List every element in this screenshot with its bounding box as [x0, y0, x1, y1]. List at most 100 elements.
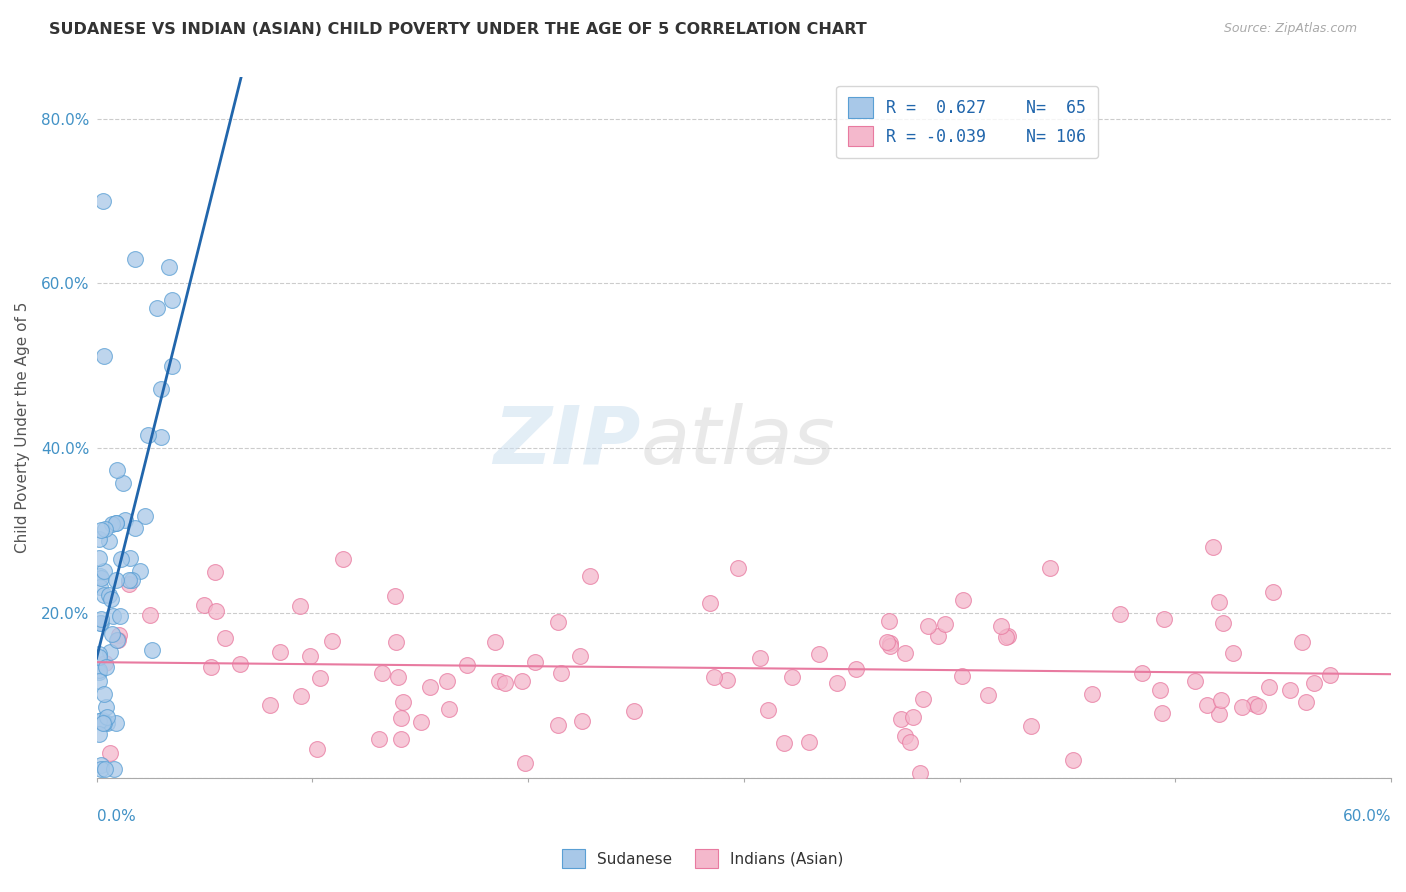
Point — [114, 513, 136, 527]
Point — [87, 665, 110, 680]
Text: atlas: atlas — [640, 402, 835, 481]
Point — [571, 714, 593, 728]
Text: ZIP: ZIP — [494, 402, 640, 481]
Point — [901, 710, 924, 724]
Point — [107, 632, 129, 647]
Point — [893, 729, 915, 743]
Point — [96, 710, 118, 724]
Point — [200, 659, 222, 673]
Point — [550, 665, 572, 680]
Point — [1212, 616, 1234, 631]
Point — [93, 350, 115, 364]
Point — [547, 718, 569, 732]
Point — [118, 550, 141, 565]
Point — [977, 688, 1000, 702]
Point — [1080, 687, 1102, 701]
Point — [87, 649, 110, 664]
Point — [1202, 540, 1225, 554]
Point — [101, 627, 124, 641]
Point — [623, 704, 645, 718]
Point — [96, 699, 118, 714]
Point — [89, 616, 111, 631]
Point — [141, 642, 163, 657]
Point — [716, 673, 738, 687]
Point — [93, 565, 115, 579]
Point — [1184, 674, 1206, 689]
Point — [93, 716, 115, 731]
Point — [389, 711, 412, 725]
Point — [160, 359, 183, 373]
Point — [193, 598, 215, 612]
Point — [1211, 692, 1233, 706]
Point — [950, 669, 973, 683]
Point — [90, 762, 112, 776]
Point — [699, 596, 721, 610]
Point — [994, 630, 1017, 644]
Point — [87, 714, 110, 728]
Point — [780, 670, 803, 684]
Point — [1195, 698, 1218, 713]
Point — [93, 715, 115, 730]
Point — [134, 508, 156, 523]
Point — [797, 735, 820, 749]
Point — [121, 574, 143, 588]
Point — [997, 629, 1019, 643]
Point — [90, 523, 112, 537]
Point — [105, 715, 128, 730]
Point — [110, 551, 132, 566]
Point — [98, 746, 121, 760]
Point — [436, 674, 458, 689]
Point — [94, 656, 117, 670]
Point — [146, 301, 169, 315]
Point — [389, 731, 412, 746]
Point — [129, 564, 152, 578]
Point — [1062, 753, 1084, 767]
Text: Source: ZipAtlas.com: Source: ZipAtlas.com — [1223, 22, 1357, 36]
Point — [124, 252, 146, 266]
Point — [103, 762, 125, 776]
Point — [160, 293, 183, 307]
Point — [727, 560, 749, 574]
Point — [879, 635, 901, 649]
Point — [108, 608, 131, 623]
Point — [845, 662, 868, 676]
Point — [523, 655, 546, 669]
Point — [1303, 676, 1326, 690]
Point — [384, 634, 406, 648]
Point — [1319, 668, 1341, 682]
Point — [877, 614, 900, 628]
Point — [1019, 719, 1042, 733]
Point — [105, 633, 128, 648]
Text: 60.0%: 60.0% — [1343, 809, 1391, 824]
Point — [1243, 697, 1265, 711]
Point — [332, 552, 354, 566]
Point — [290, 689, 312, 703]
Point — [1263, 585, 1285, 599]
Point — [1153, 612, 1175, 626]
Point — [1279, 683, 1302, 698]
Point — [392, 695, 415, 709]
Point — [934, 616, 956, 631]
Point — [808, 647, 831, 661]
Point — [90, 757, 112, 772]
Point — [1222, 646, 1244, 660]
Point — [93, 588, 115, 602]
Point — [104, 516, 127, 530]
Point — [578, 569, 600, 583]
Point — [87, 673, 110, 688]
Point — [89, 580, 111, 594]
Point — [547, 615, 569, 629]
Point — [321, 634, 343, 648]
Point — [898, 735, 921, 749]
Point — [100, 592, 122, 607]
Point — [96, 716, 118, 731]
Point — [890, 712, 912, 726]
Point — [1208, 595, 1230, 609]
Point — [309, 671, 332, 685]
Point — [138, 607, 160, 622]
Legend: R =  0.627    N=  65, R = -0.039    N= 106: R = 0.627 N= 65, R = -0.039 N= 106 — [837, 86, 1098, 158]
Point — [87, 663, 110, 677]
Point — [94, 660, 117, 674]
Point — [990, 619, 1012, 633]
Point — [488, 673, 510, 688]
